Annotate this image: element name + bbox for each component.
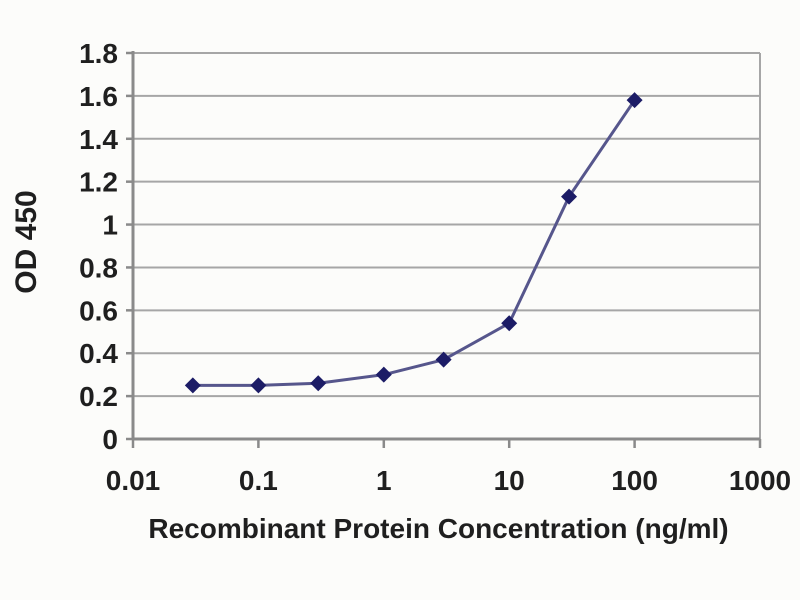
x-tick-label: 0.1 [239, 465, 278, 496]
y-tick-label: 0.6 [79, 295, 118, 326]
y-tick-label: 0.8 [79, 252, 118, 283]
data-point-marker [184, 377, 201, 394]
data-point-marker [435, 351, 452, 368]
y-tick-label: 1.8 [79, 38, 118, 69]
y-tick-label: 1.2 [79, 167, 118, 198]
x-tick-label: 10 [494, 465, 525, 496]
y-tick-label: 0.4 [79, 338, 118, 369]
y-axis-title: OD 450 [10, 190, 43, 293]
data-point-marker [250, 377, 267, 394]
y-tick-label: 0.2 [79, 381, 118, 412]
x-tick-label: 0.01 [106, 465, 161, 496]
series-line [192, 99, 636, 387]
data-point-marker [626, 92, 643, 109]
data-point-marker [501, 315, 518, 332]
x-tick-label: 100 [611, 465, 658, 496]
data-point-marker [310, 375, 327, 392]
x-tick-label: 1000 [729, 465, 791, 496]
data-point-marker [561, 188, 578, 205]
x-tick-label: 1 [376, 465, 392, 496]
y-tick-label: 1.4 [79, 124, 118, 155]
x-axis-title: Recombinant Protein Concentration (ng/ml… [148, 513, 728, 544]
y-tick-label: 1.6 [79, 81, 118, 112]
data-point-marker [375, 366, 392, 383]
y-tick-label: 0 [102, 424, 118, 455]
y-tick-label: 1 [102, 210, 118, 241]
